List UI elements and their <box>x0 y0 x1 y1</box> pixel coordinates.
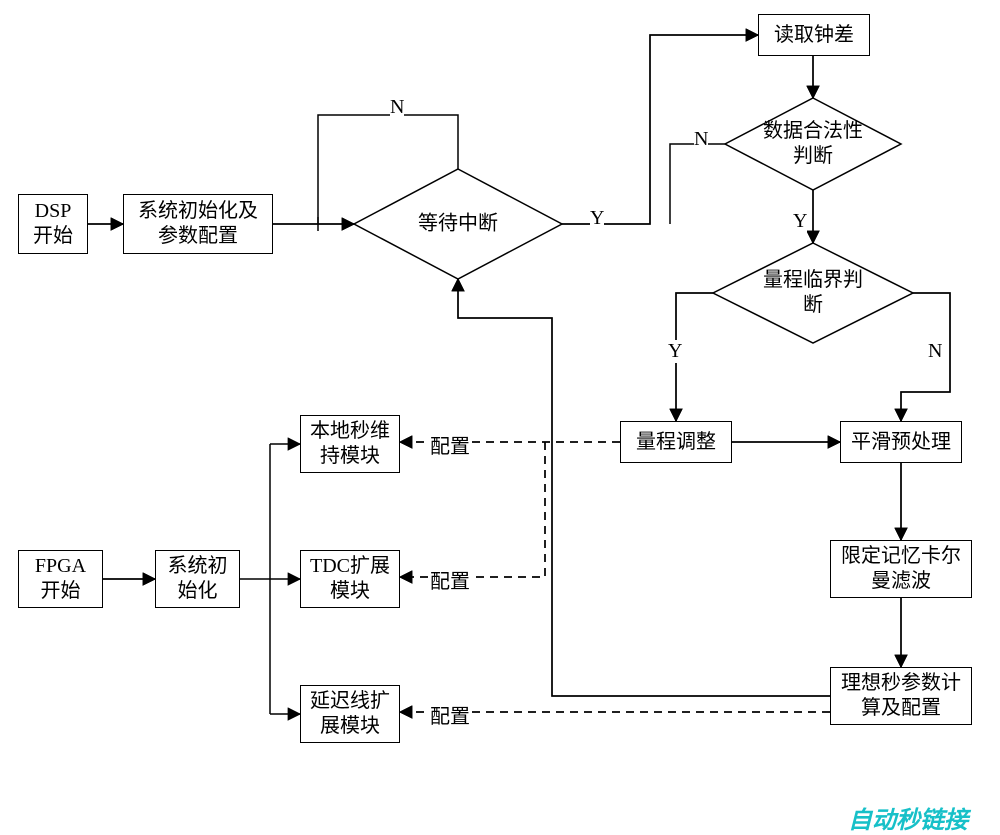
edge-label-range-n: N <box>928 340 942 363</box>
edge-label-legal-y: Y <box>793 210 807 233</box>
node-fpga-start: FPGA开始 <box>18 550 103 608</box>
node-label: FPGA开始 <box>35 554 86 604</box>
node-label: 限定记忆卡尔曼滤波 <box>841 544 961 594</box>
node-tdc-ext: TDC扩展模块 <box>300 550 400 608</box>
node-ideal-sec: 理想秒参数计算及配置 <box>830 667 972 725</box>
node-local-sec: 本地秒维持模块 <box>300 415 400 473</box>
node-label: 读取钟差 <box>774 23 854 48</box>
node-label: 平滑预处理 <box>851 430 951 455</box>
watermark: 自动秒链接 <box>848 800 968 835</box>
edge-label-wait-n: N <box>390 96 404 119</box>
node-label: TDC扩展模块 <box>310 554 390 604</box>
edge-label-cfg3: 配置 <box>430 700 470 729</box>
node-sys-init: 系统初始化及参数配置 <box>123 194 273 254</box>
node-label: 理想秒参数计算及配置 <box>841 671 961 721</box>
node-kalman: 限定记忆卡尔曼滤波 <box>830 540 972 598</box>
node-label: 数据合法性判断 <box>763 119 863 169</box>
edge-label-cfg1: 配置 <box>430 430 470 459</box>
node-label: 系统初始化 <box>168 554 228 604</box>
node-dsp-start: DSP开始 <box>18 194 88 254</box>
node-label: 量程临界判断 <box>763 268 863 318</box>
node-label: DSP开始 <box>33 199 73 249</box>
edge-label-wait-y: Y <box>590 207 604 230</box>
node-label: 量程调整 <box>636 430 716 455</box>
node-fpga-init: 系统初始化 <box>155 550 240 608</box>
node-label: 等待中断 <box>418 212 498 237</box>
node-label: 延迟线扩展模块 <box>310 689 390 739</box>
node-read-clk: 读取钟差 <box>758 14 870 56</box>
edge-label-range-y: Y <box>668 340 682 363</box>
edge-label-legal-n: N <box>694 128 708 151</box>
node-label: 本地秒维持模块 <box>310 419 390 469</box>
edge-label-cfg2: 配置 <box>430 565 470 594</box>
node-range-adj: 量程调整 <box>620 421 732 463</box>
node-smooth: 平滑预处理 <box>840 421 962 463</box>
node-delay-ext: 延迟线扩展模块 <box>300 685 400 743</box>
node-label: 系统初始化及参数配置 <box>138 199 258 249</box>
